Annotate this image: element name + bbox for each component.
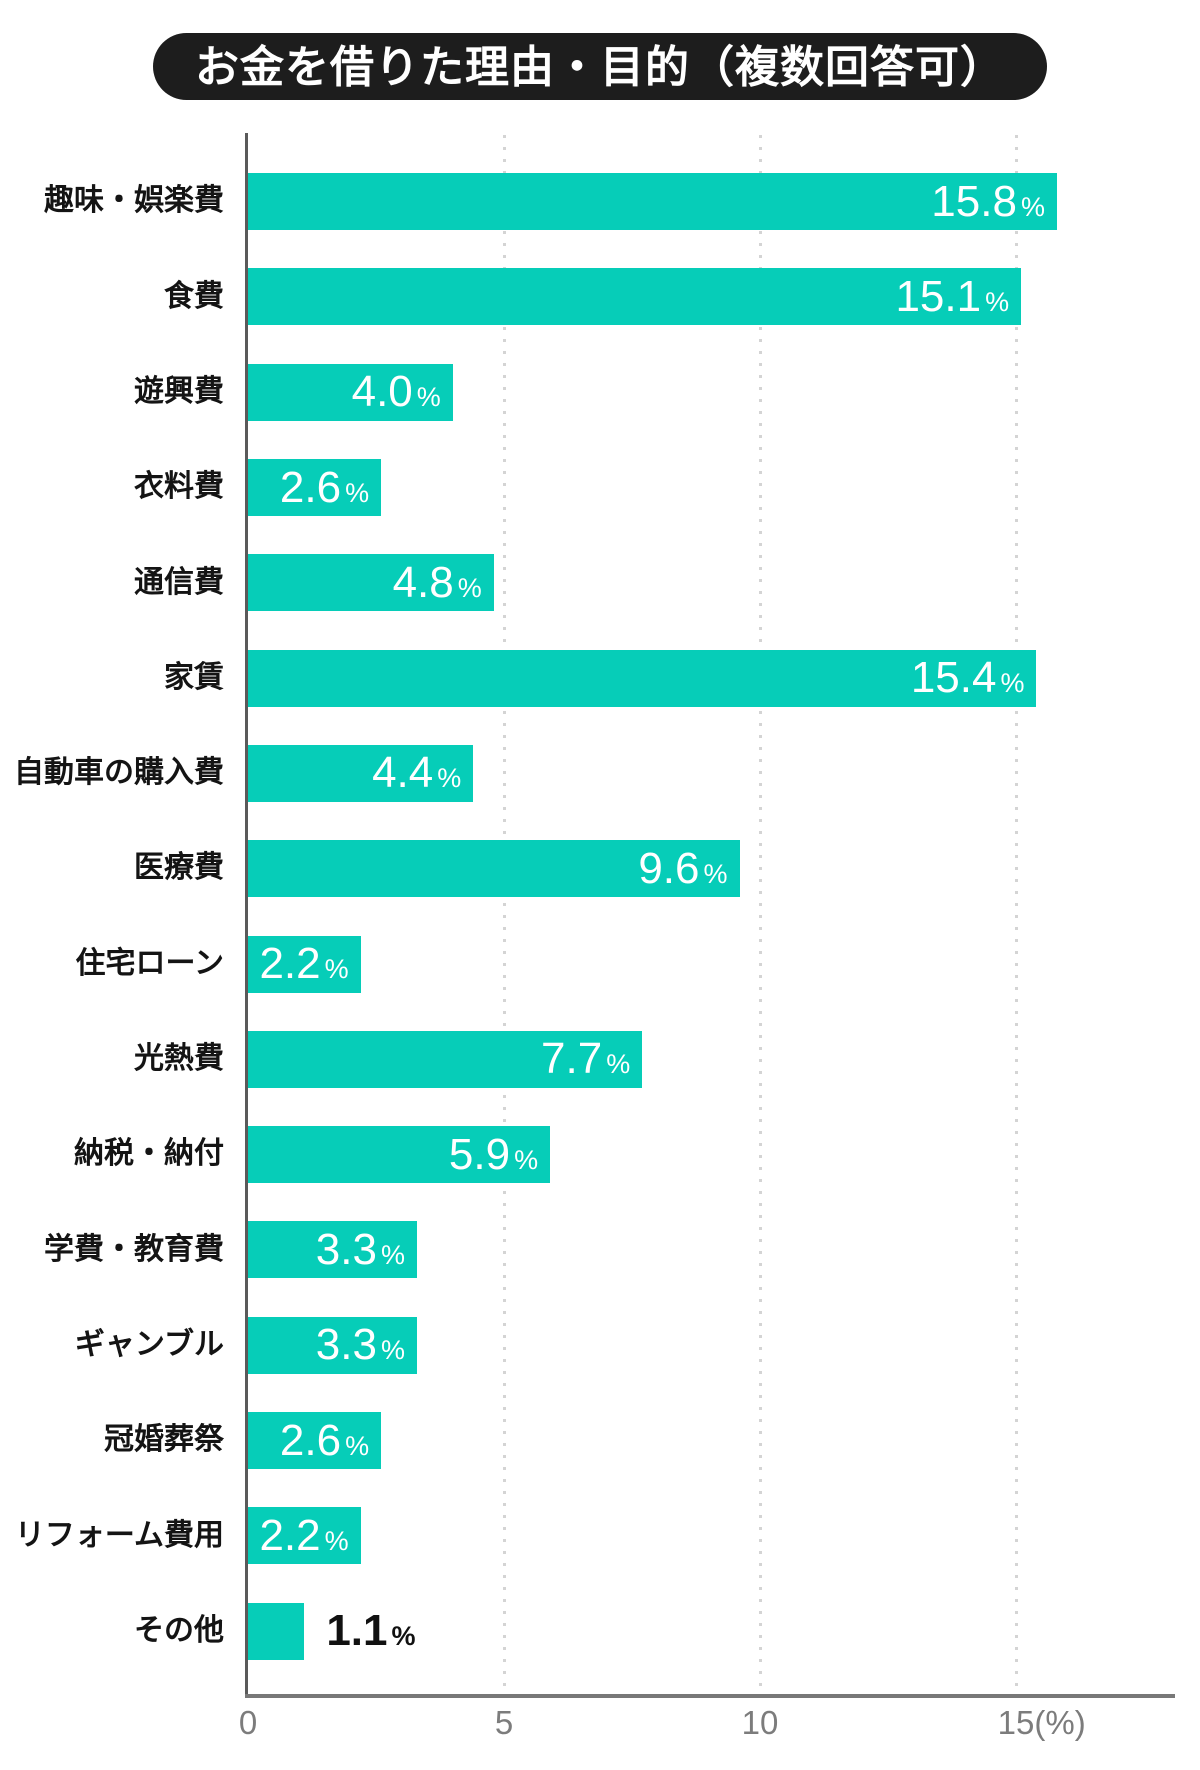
bar: 2.2% [248,935,361,993]
x-tick: 15(%) [997,1704,1086,1741]
bar: 4.8% [248,554,494,612]
bar-track: 3.3% [248,1221,1175,1279]
value-label: 9.6% [638,843,728,893]
bar: 7.7% [248,1030,643,1088]
bar: 3.3% [248,1221,417,1279]
bar: 2.6% [248,459,382,517]
title-row: お金を借りた理由・目的（複数回答可） [0,33,1200,100]
x-tick: 5 [494,1704,514,1741]
chart-row: 納税・納付 5.9% [0,1107,1175,1202]
chart-row: 衣料費 2.6% [0,440,1175,535]
category-label: 冠婚葬祭 [104,1423,224,1457]
gridline [1015,135,1018,1693]
category-label: 衣料費 [134,470,224,504]
value-label: 3.3% [315,1224,405,1274]
category-label: 光熱費 [134,1042,224,1076]
chart-row: ギャンブル 3.3% [0,1298,1175,1393]
category-label: 遊興費 [134,374,224,408]
category-label: 食費 [164,279,224,313]
gridline [759,135,762,1693]
category-label: 自動車の購入費 [14,756,224,790]
category-label: 学費・教育費 [44,1232,224,1266]
value-label: 15.1% [895,271,1010,321]
chart-row: 冠婚葬祭 2.6% [0,1393,1175,1488]
chart-row: 家賃 15.4% [0,630,1175,725]
category-label: 納税・納付 [74,1137,224,1171]
chart-title: お金を借りた理由・目的（複数回答可） [153,33,1047,100]
value-label: 1.1% [326,1606,416,1656]
bar: 2.2% [248,1507,361,1565]
bar-track: 15.1% [248,268,1175,326]
value-label: 4.8% [392,557,482,607]
gridline [503,135,506,1693]
value-label: 4.4% [372,748,462,798]
bar-track: 1.1% [248,1602,1175,1660]
bar: 15.8% [248,173,1057,231]
chart-row: その他 1.1% [0,1583,1175,1678]
value-label: 4.0% [351,367,441,417]
chart-row: 光熱費 7.7% [0,1012,1175,1107]
bar: 3.3% [248,1316,417,1374]
chart-row: リフォーム費用 2.2% [0,1488,1175,1583]
bar-track: 7.7% [248,1030,1175,1088]
bar: 9.6% [248,840,740,898]
category-label: その他 [134,1613,224,1647]
x-tick: 10 [741,1704,779,1741]
bar: 15.4% [248,649,1037,707]
bar-track: 3.3% [248,1316,1175,1374]
value-label: 15.8% [931,176,1045,226]
bar: 4.0% [248,363,453,421]
bar-track: 2.6% [248,1412,1175,1469]
bar-track: 4.0% [248,363,1175,421]
bar: 5.9% [248,1126,551,1184]
category-label: ギャンブル [74,1327,224,1361]
value-label: 5.9% [448,1129,539,1179]
bar-track: 15.8% [248,173,1175,231]
x-axis [245,1694,1175,1698]
x-axis-ticks: 0 5 10 15(%) [0,1706,1200,1756]
bar-track: 5.9% [248,1126,1175,1184]
value-label: 2.2% [259,939,349,989]
value-label: 2.6% [279,462,370,512]
x-tick: 0 [238,1704,258,1741]
bar: 2.6% [248,1412,382,1469]
chart-row: 遊興費 4.0% [0,345,1175,440]
bar-rows: 趣味・娯楽費 15.8% 食費 15.1% 遊興費 4.0% 衣料費 2.6% 通信費 4.8% 家… [0,154,1175,1679]
category-label: 医療費 [134,851,224,885]
bar: 1.1% [248,1602,416,1660]
bar-track: 2.6% [248,459,1175,517]
y-axis [245,133,248,1695]
bar-track: 2.2% [248,1507,1175,1565]
category-label: 住宅ローン [75,946,225,980]
bar-track: 4.8% [248,554,1175,612]
chart-row: 食費 15.1% [0,249,1175,344]
value-label: 15.4% [910,653,1025,703]
bar-track: 15.4% [248,649,1175,707]
category-label: 趣味・娯楽費 [44,184,224,218]
value-label: 7.7% [541,1034,631,1084]
category-label: 通信費 [134,565,224,599]
chart-row: 医療費 9.6% [0,821,1175,916]
bar-track: 4.4% [248,744,1175,802]
value-label: 2.2% [259,1510,349,1560]
category-label: 家賃 [164,660,224,694]
bar: 4.4% [248,744,474,802]
chart-row: 学費・教育費 3.3% [0,1202,1175,1297]
bar: 15.1% [248,268,1022,326]
chart-row: 住宅ローン 2.2% [0,916,1175,1011]
bar-track: 2.2% [248,935,1175,993]
chart-row: 趣味・娯楽費 15.8% [0,154,1175,249]
chart-row: 通信費 4.8% [0,535,1175,630]
chart-row: 自動車の購入費 4.4% [0,726,1175,821]
value-label: 2.6% [279,1415,370,1465]
category-label: リフォーム費用 [14,1518,224,1552]
bar-track: 9.6% [248,840,1175,898]
value-label: 3.3% [315,1320,405,1370]
